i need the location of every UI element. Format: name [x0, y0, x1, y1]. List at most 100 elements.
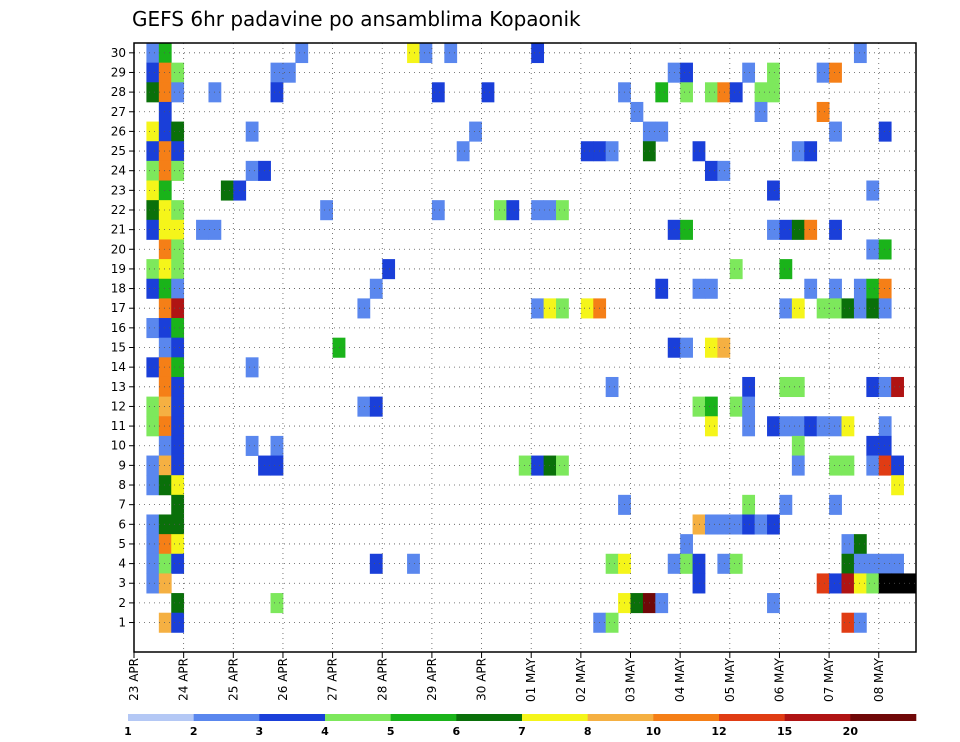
legend-swatch [325, 714, 391, 721]
x-tick-label: 29 APR [425, 658, 439, 701]
cell-member-22 [431, 200, 445, 221]
cell-member-13 [866, 376, 880, 398]
cell-member-30 [444, 43, 458, 64]
legend-label: 7 [518, 725, 526, 738]
cell-member-6 [692, 514, 706, 535]
cell-member-26 [245, 121, 259, 142]
cell-member-17 [158, 298, 172, 319]
cell-member-3 [158, 573, 172, 594]
cell-member-22 [531, 200, 545, 221]
cells-layer [146, 43, 917, 633]
cell-member-30 [146, 43, 160, 64]
cell-member-3 [841, 573, 855, 594]
cell-member-5 [680, 534, 693, 555]
cell-member-21 [171, 219, 185, 240]
cell-member-19 [158, 259, 172, 280]
cell-member-3 [816, 573, 830, 594]
cell-member-26 [158, 121, 172, 142]
cell-member-10 [158, 435, 172, 456]
legend-swatch [456, 714, 523, 721]
cell-member-14 [245, 357, 259, 378]
cell-member-24 [171, 160, 185, 181]
cell-member-18 [829, 278, 842, 299]
cell-member-17 [779, 298, 793, 319]
cell-member-4 [729, 553, 743, 574]
cell-member-15 [158, 337, 172, 358]
cell-member-11 [742, 416, 756, 437]
cell-member-12 [357, 396, 371, 417]
cell-member-21 [196, 219, 209, 240]
cell-member-3 [146, 573, 160, 594]
cell-member-21 [779, 219, 793, 240]
y-tick-label: 12 [111, 399, 126, 413]
cell-member-14 [158, 357, 172, 378]
legend-label: 3 [256, 725, 264, 738]
cell-member-11 [804, 416, 818, 437]
cell-member-9 [841, 455, 855, 476]
y-tick-label: 5 [118, 537, 126, 551]
cell-member-3 [829, 573, 842, 594]
cell-member-21 [767, 219, 780, 240]
cell-member-21 [158, 219, 172, 240]
y-tick-label: 3 [118, 576, 126, 590]
cell-member-2 [655, 593, 669, 614]
y-tick-label: 27 [111, 105, 126, 119]
cell-member-4 [369, 553, 383, 574]
y-tick-label: 28 [111, 85, 126, 99]
cell-member-19 [729, 259, 743, 280]
cell-member-16 [158, 318, 172, 339]
cell-member-7 [829, 494, 842, 515]
cell-member-18 [704, 278, 718, 299]
cell-member-13 [742, 376, 756, 398]
y-tick-label: 18 [111, 282, 126, 296]
legend-label: 8 [584, 725, 592, 738]
cell-member-18 [878, 278, 892, 299]
cell-member-25 [692, 141, 706, 162]
cell-member-27 [630, 101, 644, 122]
cell-member-11 [171, 416, 185, 437]
cell-member-25 [456, 141, 470, 162]
cell-member-17 [841, 298, 855, 319]
cell-member-10 [878, 435, 892, 456]
cell-member-4 [717, 553, 731, 574]
cell-member-4 [605, 553, 619, 574]
cell-member-26 [655, 121, 669, 142]
cell-member-28 [680, 82, 693, 103]
cell-member-28 [431, 82, 445, 103]
cell-member-1 [158, 612, 172, 633]
cell-member-16 [146, 318, 160, 339]
cell-member-8 [171, 475, 185, 496]
y-tick-label: 19 [111, 262, 126, 276]
cell-member-29 [158, 62, 172, 83]
cell-member-4 [680, 553, 693, 574]
cell-member-1 [171, 612, 185, 633]
y-tick-label: 16 [111, 321, 126, 335]
y-tick-label: 20 [111, 242, 126, 256]
cell-member-17 [816, 298, 830, 319]
legend-label: 15 [777, 725, 792, 738]
cell-member-21 [146, 219, 160, 240]
cell-member-1 [841, 612, 855, 633]
cell-member-4 [878, 553, 892, 574]
x-tick-label: 06 MAY [772, 657, 786, 702]
legend-label: 10 [646, 725, 662, 738]
cell-member-17 [357, 298, 371, 319]
cell-member-17 [171, 298, 185, 319]
cell-member-9 [158, 455, 172, 476]
cell-member-28 [704, 82, 718, 103]
legend-label: 20 [843, 725, 859, 738]
cell-member-4 [866, 553, 880, 574]
y-tick-label: 11 [111, 419, 126, 433]
x-tick-label: 25 APR [226, 658, 240, 701]
y-tick-label: 13 [111, 380, 126, 394]
cell-member-17 [543, 298, 557, 319]
cell-member-29 [270, 62, 284, 83]
cell-member-15 [704, 337, 718, 358]
cell-member-4 [171, 553, 185, 574]
cell-member-30 [407, 43, 420, 64]
cell-member-27 [754, 101, 768, 122]
cell-member-14 [146, 357, 160, 378]
cell-member-15 [171, 337, 185, 358]
cell-member-18 [853, 278, 867, 299]
cell-member-28 [171, 82, 185, 103]
